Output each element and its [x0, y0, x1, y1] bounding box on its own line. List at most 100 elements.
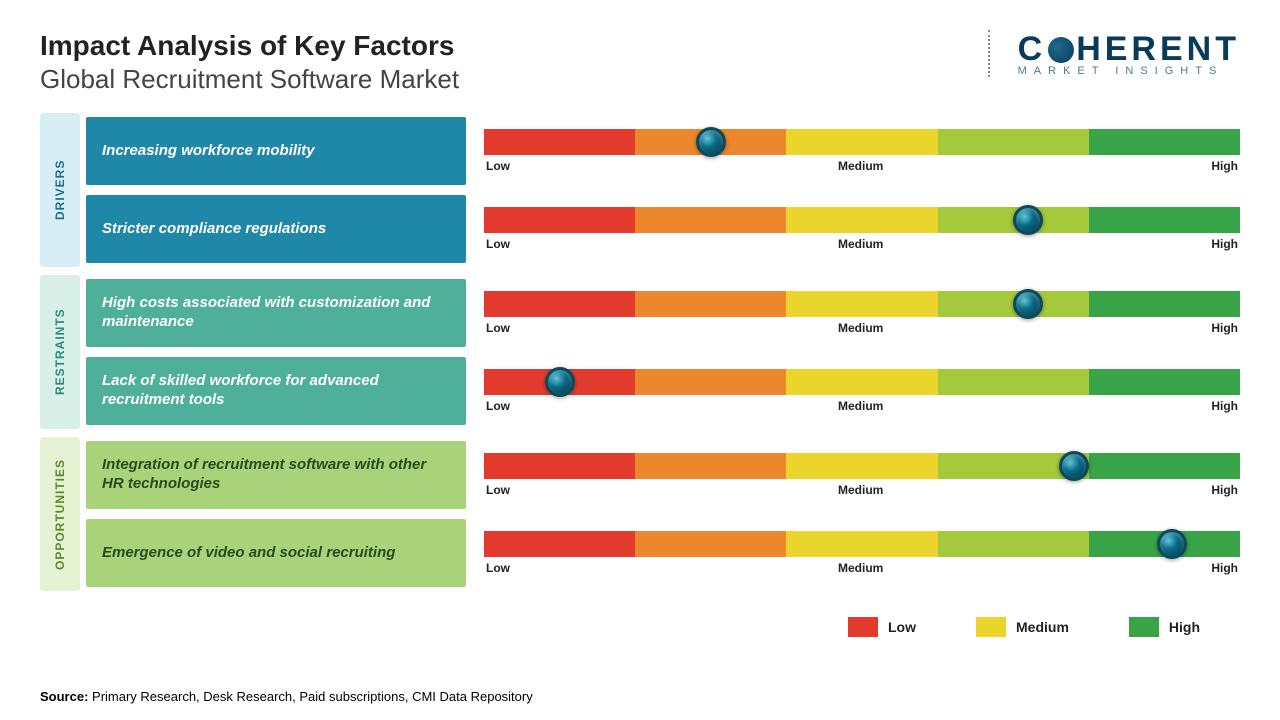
legend-item: Medium: [976, 617, 1069, 637]
scale-segment: [786, 453, 937, 479]
scale-tick-low: Low: [486, 159, 510, 173]
scale-tick-high: High: [1211, 321, 1238, 335]
scale-segment: [484, 291, 635, 317]
category-block: OPPORTUNITIESIntegration of recruitment …: [40, 437, 1240, 591]
scale-segment: [938, 129, 1089, 155]
legend-swatch: [976, 617, 1006, 637]
logo-tagline: MARKET INSIGHTS: [1018, 65, 1240, 77]
scale-segment: [484, 207, 635, 233]
legend-item: High: [1129, 617, 1200, 637]
scale-bar: [484, 369, 1240, 395]
scale-axis-labels: LowMediumHigh: [484, 399, 1240, 413]
category-label: OPPORTUNITIES: [40, 437, 80, 591]
logo-text-block: CHERENT MARKET INSIGHTS: [1018, 30, 1240, 77]
scale-tick-high: High: [1211, 237, 1238, 251]
factor-row: High costs associated with customization…: [86, 279, 1240, 347]
scale-bar: [484, 531, 1240, 557]
scale-tick-medium: Medium: [838, 321, 883, 335]
legend-label: Medium: [1016, 619, 1069, 635]
impact-marker: [1157, 529, 1187, 559]
factor-table: DRIVERSIncreasing workforce mobility Low M…: [40, 113, 1240, 599]
factor-label: Lack of skilled workforce for advanced r…: [86, 357, 466, 425]
source-label: Source:: [40, 689, 88, 704]
scale-bar: [484, 129, 1240, 155]
scale-segment: [786, 369, 937, 395]
header: Impact Analysis of Key Factors Global Re…: [40, 30, 1240, 95]
impact-scale: Low Medium High: [484, 441, 1240, 509]
main-title: Impact Analysis of Key Factors: [40, 30, 968, 62]
scale-bar: [484, 207, 1240, 233]
scale-tick-low: Low: [486, 561, 510, 575]
factor-label: Increasing workforce mobility: [86, 117, 466, 185]
scale-tick-medium: Medium: [838, 483, 883, 497]
category-block: RESTRAINTSHigh costs associated with cus…: [40, 275, 1240, 429]
scale-segment: [635, 369, 786, 395]
sub-title: Global Recruitment Software Market: [40, 64, 968, 95]
legend-label: Low: [888, 619, 916, 635]
scale-axis-labels: Low Medium High: [484, 321, 1240, 335]
scale-segment: [635, 453, 786, 479]
scale-tick-high: High: [1211, 561, 1238, 575]
legend-swatch: [1129, 617, 1159, 637]
scale-segment: [1089, 129, 1240, 155]
scale-segment: [1089, 207, 1240, 233]
scale-segment: [484, 129, 635, 155]
source-line: Source: Primary Research, Desk Research,…: [40, 689, 533, 704]
scale-segment: [938, 531, 1089, 557]
brand-logo: CHERENT MARKET INSIGHTS: [988, 30, 1240, 77]
scale-segment: [484, 531, 635, 557]
scale-tick-medium: Medium: [838, 561, 883, 575]
scale-segment: [484, 453, 635, 479]
impact-marker: [1059, 451, 1089, 481]
impact-scale: Low Medium High: [484, 279, 1240, 347]
scale-segment: [786, 207, 937, 233]
scale-tick-low: Low: [486, 237, 510, 251]
scale-segment: [1089, 369, 1240, 395]
scale-tick-low: Low: [486, 399, 510, 413]
scale-segment: [786, 291, 937, 317]
logo-wordmark: CHERENT: [1018, 30, 1240, 69]
factor-label: Stricter compliance regulations: [86, 195, 466, 263]
scale-segment: [635, 531, 786, 557]
scale-segment: [938, 369, 1089, 395]
scale-tick-low: Low: [486, 321, 510, 335]
title-block: Impact Analysis of Key Factors Global Re…: [40, 30, 968, 95]
legend-item: Low: [848, 617, 916, 637]
scale-tick-high: High: [1211, 399, 1238, 413]
legend-swatch: [848, 617, 878, 637]
factor-label: Emergence of video and social recruiting: [86, 519, 466, 587]
category-block: DRIVERSIncreasing workforce mobility Low M…: [40, 113, 1240, 267]
impact-scale: LowMediumHigh: [484, 357, 1240, 425]
impact-scale: Low Medium High: [484, 519, 1240, 587]
legend: Low Medium High: [40, 617, 1240, 637]
scale-segment: [786, 531, 937, 557]
scale-tick-high: High: [1211, 483, 1238, 497]
scale-segment: [1089, 453, 1240, 479]
legend-label: High: [1169, 619, 1200, 635]
source-text: Primary Research, Desk Research, Paid su…: [88, 689, 532, 704]
scale-segment: [635, 207, 786, 233]
factor-row: Stricter compliance regulations LowMedium…: [86, 195, 1240, 263]
factor-row: Integration of recruitment software with…: [86, 441, 1240, 509]
factor-row: Lack of skilled workforce for advanced r…: [86, 357, 1240, 425]
impact-marker: [696, 127, 726, 157]
factor-label: Integration of recruitment software with…: [86, 441, 466, 509]
factor-row: Increasing workforce mobility Low Medium Hi…: [86, 117, 1240, 185]
globe-icon: [1048, 37, 1074, 63]
scale-axis-labels: LowMediumHigh: [484, 237, 1240, 251]
scale-tick-medium: Medium: [838, 159, 883, 173]
scale-segment: [1089, 291, 1240, 317]
impact-marker: [1013, 205, 1043, 235]
category-label: RESTRAINTS: [40, 275, 80, 429]
impact-scale: Low Medium High: [484, 117, 1240, 185]
scale-axis-labels: Low Medium High: [484, 561, 1240, 575]
scale-axis-labels: Low Medium High: [484, 159, 1240, 173]
impact-marker: [545, 367, 575, 397]
scale-tick-low: Low: [486, 483, 510, 497]
impact-scale: LowMediumHigh: [484, 195, 1240, 263]
category-label: DRIVERS: [40, 113, 80, 267]
scale-bar: [484, 291, 1240, 317]
scale-segment: [635, 291, 786, 317]
scale-segment: [786, 129, 937, 155]
scale-tick-high: High: [1211, 159, 1238, 173]
